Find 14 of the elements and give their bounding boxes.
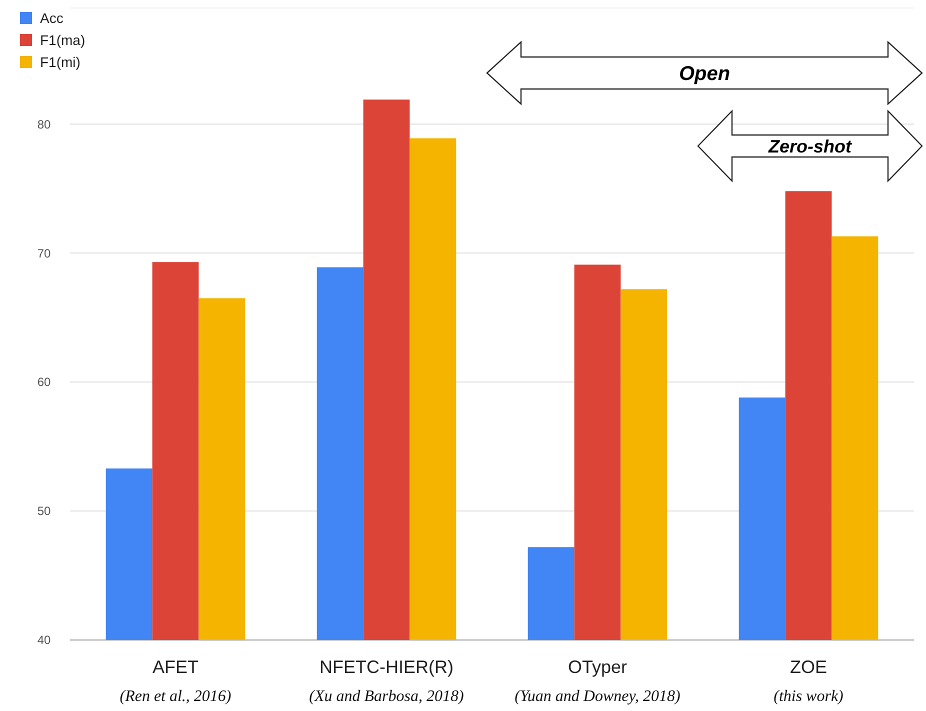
y-tick-label: 40 (37, 633, 51, 648)
y-tick-label: 50 (37, 504, 51, 518)
x-tick-label: OTyper (Yuan and Downey, 2018) (514, 657, 680, 705)
y-tick-label: 80 (37, 117, 51, 132)
legend-label: F1(mi) (40, 54, 80, 70)
y-tick-label: 70 (37, 246, 51, 260)
annotation: Open (678, 63, 730, 85)
legend-label: F1(ma) (40, 32, 86, 48)
x-tick-label: NFETC-HIER(R) (Xu and Barbosa, 2018) (309, 657, 464, 705)
y-tick-label: 60 (37, 375, 51, 390)
annotation: Zero-shot (768, 136, 852, 156)
legend-label: Acc (40, 10, 64, 26)
x-tick-label: ZOE (this work) (774, 657, 844, 705)
x-tick-label: AFET (Ren et al., 2016) (120, 657, 232, 705)
